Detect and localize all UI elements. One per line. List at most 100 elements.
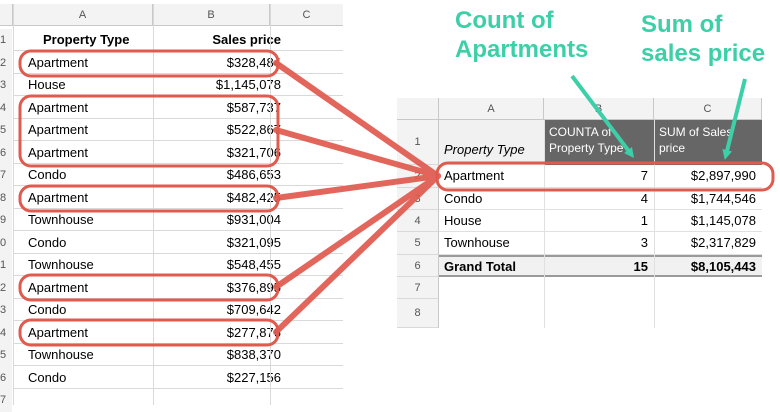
link-line	[273, 127, 441, 179]
pivot-count-cell[interactable]: 1	[640, 213, 648, 228]
property-type-cell[interactable]: Apartment	[28, 144, 88, 160]
table-row: Apartment $587,737	[13, 97, 343, 119]
pivot-grand-total-sum[interactable]: $8,105,443	[690, 259, 756, 274]
property-type-cell[interactable]: Townhouse	[28, 347, 94, 362]
row-number[interactable]: 2	[0, 51, 12, 74]
count-annotation: Count of Apartments	[455, 6, 588, 64]
sales-price-cell[interactable]: $482,425	[226, 189, 281, 205]
column-header-a[interactable]: A	[13, 4, 153, 26]
sum-annotation: Sum of sales price	[641, 10, 765, 68]
row-number[interactable]: 6	[0, 366, 12, 389]
property-type-cell[interactable]: Apartment	[28, 279, 88, 295]
row-number[interactable]: 1	[0, 29, 12, 52]
sales-price-cell[interactable]: $486,653	[226, 167, 281, 182]
property-type-cell[interactable]: Townhouse	[28, 212, 94, 227]
header-row: Property Type Sales price	[13, 29, 343, 51]
property-type-cell[interactable]: Apartment	[28, 324, 88, 340]
pivot-sum-cell[interactable]: $2,897,990	[690, 168, 756, 183]
row-number[interactable]: 5	[0, 119, 12, 142]
row-number[interactable]: 8	[0, 186, 12, 209]
property-type-cell[interactable]: Condo	[28, 369, 67, 385]
pivot-type-cell[interactable]: Apartment	[444, 168, 504, 183]
pivot-grand-total-count[interactable]: 15	[633, 259, 648, 274]
highlight-box	[18, 49, 280, 78]
pivot-sum-cell[interactable]: $1,744,546	[690, 191, 756, 206]
sales-price-cell[interactable]: $548,455	[226, 257, 281, 272]
pivot-row-number[interactable]: 5	[397, 232, 439, 255]
link-line	[273, 60, 441, 179]
property-type-cell[interactable]: Apartment	[28, 99, 88, 115]
link-line	[273, 173, 441, 201]
highlight-box	[18, 184, 280, 213]
pivot-sum-cell[interactable]: $2,317,829	[690, 235, 756, 250]
header-sales-price[interactable]: Sales price	[212, 32, 281, 47]
row-number[interactable]: 9	[0, 209, 12, 232]
pivot-column-header-a[interactable]: A	[439, 98, 544, 120]
property-type-cell[interactable]: Condo	[28, 302, 67, 317]
column-header-b[interactable]: B	[153, 4, 270, 26]
row-number[interactable]: 2	[0, 276, 12, 299]
table-row: Townhouse $838,370	[13, 344, 343, 366]
row-number[interactable]: 4	[0, 321, 12, 344]
sales-price-cell[interactable]: $321,095	[226, 234, 281, 250]
property-type-cell[interactable]: Apartment	[28, 122, 88, 137]
pivot-row-number[interactable]: 8	[397, 299, 439, 328]
pivot-row-number[interactable]: 4	[397, 210, 439, 232]
row-number[interactable]: 3	[0, 74, 12, 97]
pivot-count-cell[interactable]: 7	[640, 168, 648, 183]
row-number[interactable]: 1	[0, 254, 12, 277]
property-type-cell[interactable]: Apartment	[28, 54, 88, 70]
row-number[interactable]: 4	[0, 96, 12, 119]
column-header-c[interactable]: C	[270, 4, 343, 26]
pivot-type-cell[interactable]: House	[444, 213, 482, 228]
sales-price-cell[interactable]: $709,642	[226, 302, 281, 317]
row-number[interactable]: 6	[0, 141, 12, 164]
count-annotation-line1: Count of	[455, 7, 554, 34]
property-type-cell[interactable]: House	[28, 77, 66, 92]
count-annotation-line2: Apartments	[455, 36, 589, 63]
pivot-count-cell[interactable]: 4	[640, 191, 648, 206]
highlight-box	[18, 318, 280, 347]
pivot-type-cell[interactable]: Condo	[444, 191, 483, 206]
row-number[interactable]: 3	[0, 299, 12, 322]
pivot-header-sum[interactable]: SUM of Sales price	[659, 125, 733, 155]
pivot-row-number[interactable]: 1	[397, 120, 439, 165]
pivot-row-number[interactable]: 6	[397, 255, 439, 277]
row-number[interactable]: 0	[0, 231, 12, 254]
sales-price-cell[interactable]: $522,867	[226, 122, 281, 137]
table-row: Apartment $277,876	[13, 322, 343, 344]
sum-annotation-line1: Sum of	[641, 11, 723, 38]
pivot-header-type[interactable]: Property Type	[444, 142, 525, 157]
property-type-cell[interactable]: Condo	[28, 167, 67, 182]
row-number[interactable]: 5	[0, 344, 12, 367]
pivot-type-cell[interactable]: Townhouse	[444, 235, 510, 250]
property-type-cell[interactable]: Townhouse	[28, 257, 94, 272]
row-number[interactable]: 7	[0, 164, 12, 187]
pivot-sum-cell[interactable]: $1,145,078	[690, 213, 756, 228]
sales-price-cell[interactable]: $328,484	[226, 54, 281, 70]
highlight-box	[18, 94, 280, 168]
pivot-header-count[interactable]: COUNTA of Property Type	[549, 125, 624, 155]
sales-price-cell[interactable]: $227,156	[226, 369, 281, 385]
pivot-highlight-box	[435, 161, 775, 192]
header-property-type[interactable]: Property Type	[43, 32, 130, 47]
pivot-row-number[interactable]: 7	[397, 277, 439, 299]
property-type-cell[interactable]: Condo	[28, 234, 67, 250]
sales-price-cell[interactable]: $376,895	[226, 279, 281, 295]
sales-price-cell[interactable]: $587,737	[226, 99, 281, 115]
sales-price-cell[interactable]: $1,145,078	[215, 77, 281, 92]
sales-price-cell[interactable]: $931,004	[226, 212, 281, 227]
pivot-grand-total-label[interactable]: Grand Total	[444, 259, 516, 274]
table-row: Apartment $321,706	[13, 142, 343, 164]
pivot-table: A B C Property Type COUNTA of Property T…	[397, 98, 780, 328]
sales-price-cell[interactable]: $277,876	[226, 324, 281, 340]
pivot-count-cell[interactable]: 3	[640, 235, 648, 250]
sales-price-cell[interactable]: $321,706	[226, 144, 281, 160]
sales-price-cell[interactable]: $838,370	[226, 347, 281, 362]
sheet-corner[interactable]	[0, 4, 13, 26]
table-row: Condo $227,156	[13, 367, 343, 389]
pivot-corner[interactable]	[397, 98, 439, 120]
property-type-cell[interactable]: Apartment	[28, 189, 88, 205]
highlight-box	[18, 273, 280, 302]
link-line	[273, 173, 441, 335]
